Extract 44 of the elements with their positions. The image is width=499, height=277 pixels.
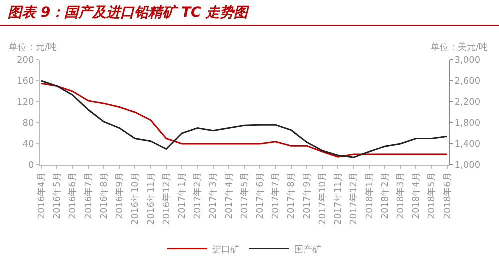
x-tick-label: 2016年9月 <box>114 172 126 220</box>
x-tick-label: 2017年8月 <box>286 172 298 220</box>
x-tick-label: 2017年5月 <box>239 172 250 220</box>
y2-tick-label: 1,000 <box>454 161 481 172</box>
x-tick-label: 2017年11月 <box>333 172 344 225</box>
x-tick-label: 2016年11月 <box>146 172 157 225</box>
x-tick-label: 2017年3月 <box>208 172 220 220</box>
y-tick-label: 120 <box>17 98 34 108</box>
chart-title: 图表 9：国产及进口铅精矿 TC 走势图 <box>0 0 499 26</box>
y-tick-label: 160 <box>17 77 34 88</box>
x-tick-label: 2018年5月 <box>426 172 438 220</box>
x-tick-label: 2017年1月 <box>176 172 188 220</box>
x-tick-label: 2017年7月 <box>270 172 282 220</box>
y-tick-label: 0 <box>28 161 34 172</box>
y-tick-label: 80 <box>22 119 34 130</box>
y-tick-label: 200 <box>17 56 34 66</box>
x-tick-label: 2016年8月 <box>98 172 110 220</box>
x-tick-label: 2018年1月 <box>364 172 376 220</box>
x-tick-label: 2016年6月 <box>68 172 79 220</box>
x-tick-label: 2016年12月 <box>161 172 172 225</box>
y2-tick-label: 3,000 <box>454 56 481 66</box>
y2-axis-title: 单位：美元/吨 <box>431 42 488 53</box>
x-tick-label: 2018年4月 <box>411 172 422 220</box>
y2-tick-label: 1,400 <box>454 140 481 150</box>
y-tick-label: 40 <box>22 140 34 150</box>
y2-tick-label: 1,800 <box>454 119 481 130</box>
x-tick-label: 2017年9月 <box>302 172 313 220</box>
y-axis-title: 单位：元/吨 <box>9 42 58 53</box>
x-tick-label: 2017年4月 <box>224 172 235 220</box>
x-tick-label: 2018年6月 <box>442 172 454 220</box>
x-tick-label: 2018年2月 <box>380 172 391 220</box>
x-tick-label: 2017年6月 <box>255 172 266 220</box>
legend-label: 进口矿 <box>212 244 240 256</box>
x-tick-label: 2017年10月 <box>317 172 328 225</box>
x-tick-label: 2017年12月 <box>348 172 360 225</box>
x-tick-label: 2016年10月 <box>130 172 142 225</box>
x-tick-label: 2016年4月 <box>36 172 48 220</box>
x-tick-label: 2016年5月 <box>52 172 64 220</box>
y2-tick-label: 2,600 <box>454 77 481 88</box>
x-tick-label: 2017年2月 <box>192 172 204 220</box>
y2-tick-label: 2,200 <box>454 98 481 108</box>
x-tick-label: 2018年3月 <box>396 172 407 220</box>
x-tick-label: 2016年7月 <box>83 172 94 220</box>
legend-label: 国产矿 <box>294 244 322 256</box>
